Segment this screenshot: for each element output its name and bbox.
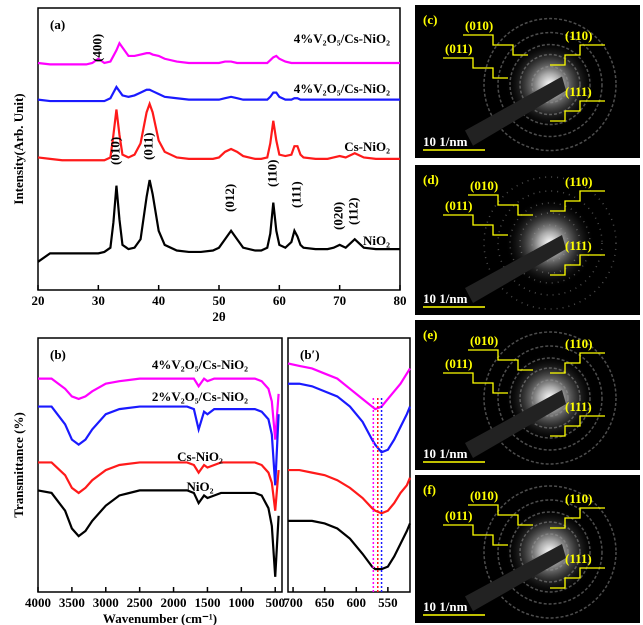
x-tick-label: 700 — [283, 595, 303, 610]
series-line — [288, 470, 410, 513]
x-tick-label: 30 — [92, 293, 105, 308]
y-axis-label: Intensity(Arb. Unit) — [11, 93, 26, 204]
plane-label: (011) — [445, 356, 472, 371]
plane-label: (010) — [470, 333, 498, 348]
series-label: 4%V₂O₅/Cs-NiO₂ — [294, 31, 390, 46]
plot-frame — [288, 338, 410, 592]
plane-label: (011) — [445, 41, 472, 56]
x-tick-label: 80 — [394, 293, 407, 308]
x-tick-label: 600 — [347, 595, 367, 610]
plane-label: (010) — [470, 488, 498, 503]
y-axis-label: Transmittance (%) — [11, 412, 26, 518]
plane-label: (111) — [565, 551, 592, 566]
panel-label: (c) — [423, 12, 437, 27]
x-tick-label: 70 — [333, 293, 346, 308]
series-label: NiO₂ — [186, 479, 213, 494]
figure: 20 30 40 50 60 70 80 4%V₂O₅/Cs-NiO₂ 4%V₂O₅/Cs-Ni… — [0, 0, 643, 625]
plane-label: (111) — [565, 84, 592, 99]
plane-label: (110) — [565, 174, 592, 189]
x-tick-label: 3000 — [93, 595, 119, 610]
series-line — [288, 363, 410, 409]
series-line — [288, 521, 410, 569]
peak-label: (010) — [107, 137, 122, 165]
x-tick-label: 2500 — [127, 595, 153, 610]
x-tick-label: 1500 — [194, 595, 220, 610]
plane-label: (110) — [565, 28, 592, 43]
x-tick-label: 3500 — [59, 595, 85, 610]
plane-label: (011) — [445, 198, 472, 213]
peak-label: (012) — [222, 184, 237, 212]
peak-label: (112) — [346, 198, 361, 225]
plane-label: (110) — [565, 336, 592, 351]
series-line — [38, 462, 279, 510]
x-tick-label: 1000 — [228, 595, 254, 610]
series-line — [38, 490, 279, 576]
plot-frame — [38, 338, 282, 592]
diffraction-image: (d) (010) (011) (110) (111) 10 1/nm — [415, 165, 640, 315]
peak-label: (110) — [264, 160, 279, 187]
x-tick-label: 2000 — [161, 595, 187, 610]
peak-label: (011) — [141, 133, 156, 160]
series-label: 4%V₂O₅/Cs-NiO₂ — [294, 81, 390, 96]
series-label: NiO₂ — [363, 233, 390, 248]
x-tick-label: 500 — [265, 595, 285, 610]
panel-label: (b′) — [300, 347, 320, 362]
plane-label: (010) — [465, 18, 493, 33]
x-tick-label: 60 — [273, 293, 286, 308]
x-tick-label: 20 — [32, 293, 45, 308]
x-tick-label: 4000 — [25, 595, 51, 610]
peak-label: (020) — [331, 202, 346, 230]
x-axis-label: 2θ — [212, 309, 226, 324]
panel-label: (b) — [50, 347, 66, 362]
panel-label: (d) — [423, 172, 439, 187]
series-label: Cs-NiO₂ — [177, 449, 223, 464]
series-label: 2%V₂O₅/Cs-NiO₂ — [152, 389, 248, 404]
panel-label: (e) — [423, 327, 437, 342]
x-tick-label: 50 — [213, 293, 226, 308]
diffraction-image: (e) (010) (011) (110) (111) 10 1/nm — [415, 320, 640, 470]
x-axis-label: Wavenumber (cm⁻¹) — [103, 611, 217, 625]
x-tick-label: 550 — [378, 595, 398, 610]
plane-label: (011) — [445, 508, 472, 523]
panel-label: (f) — [423, 482, 436, 497]
x-tick-label: 40 — [152, 293, 165, 308]
plane-label: (110) — [565, 491, 592, 506]
scale-label: 10 1/nm — [423, 134, 468, 149]
plane-label: (010) — [470, 178, 498, 193]
series-line — [38, 407, 279, 486]
panel-label: (a) — [50, 17, 65, 32]
plane-label: (111) — [565, 238, 592, 253]
x-tick-label: 650 — [315, 595, 335, 610]
diffraction-image: (f) (010) (011) (110) (111) 10 1/nm — [415, 475, 640, 623]
peak-label: (400) — [89, 34, 104, 62]
diffraction-image: (c) (010) (011) (110) (111) 10 1/nm — [415, 5, 640, 158]
series-label: 4%V₂O₅/Cs-NiO₂ — [152, 357, 248, 372]
scale-label: 10 1/nm — [423, 446, 468, 461]
scale-label: 10 1/nm — [423, 291, 468, 306]
series-label: Cs-NiO₂ — [344, 139, 390, 154]
scale-label: 10 1/nm — [423, 599, 468, 614]
peak-label: (111) — [288, 181, 303, 208]
plane-label: (111) — [565, 399, 592, 414]
